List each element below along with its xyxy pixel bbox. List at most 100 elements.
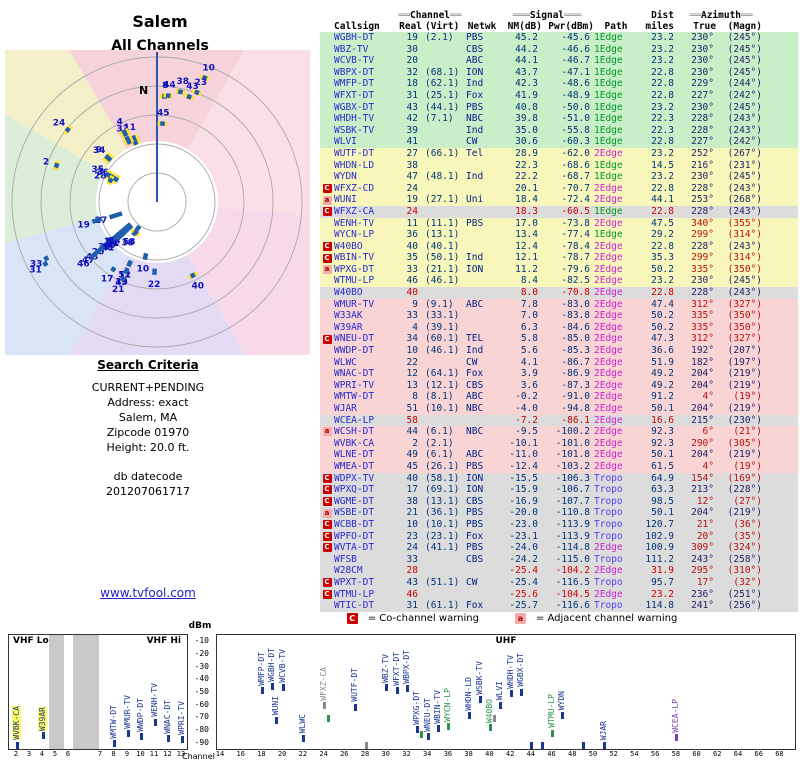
azimuth-magnetic: (314°) — [727, 252, 762, 264]
radar-station-bar — [130, 134, 139, 146]
pwr-dbm-value: -94.8 — [561, 403, 590, 414]
callsign-link[interactable]: WJAR — [334, 403, 357, 414]
callsign-link[interactable]: WCEA-LP — [334, 414, 375, 426]
callsign-link[interactable]: WMEA-DT — [334, 460, 375, 472]
radar-channel-label: 11 — [124, 123, 137, 133]
path-type: 1Edge — [594, 205, 623, 217]
virtual-channel — [422, 136, 464, 148]
callsign-link[interactable]: WMTW-DT — [334, 391, 375, 403]
channel-tick-label: 28 — [360, 750, 370, 758]
real-channel: 44 — [406, 426, 418, 438]
callsign-link[interactable]: WUTF-DT — [334, 147, 375, 159]
table-row: WMFP-DT 18 (62.1) Ind 42.3 -48.6 1Edge 22.8 229°… — [320, 78, 798, 90]
azimuth-true: 4° — [702, 460, 714, 472]
callsign-link[interactable]: WBIN-TV — [334, 252, 375, 264]
callsign-link[interactable]: WSBE-DT — [334, 507, 375, 519]
nm-db-value: 6.3 — [520, 321, 538, 333]
azimuth-magnetic: (244°) — [727, 78, 762, 90]
callsign-link[interactable]: WGME-DT — [334, 495, 375, 507]
azimuth-magnetic: (219°) — [727, 368, 762, 380]
warning-marker-cell — [320, 229, 334, 241]
callsign-link[interactable]: WBPX-DT — [334, 66, 375, 78]
callsign-link[interactable]: WSBK-TV — [334, 124, 375, 136]
callsign-link[interactable]: WWDP-DT — [334, 345, 375, 357]
radar-channel-label: 12 — [118, 271, 131, 281]
azimuth-magnetic: (219°) — [727, 449, 762, 461]
callsign-link[interactable]: WFXT-DT — [334, 89, 375, 101]
radar-chart: N193020321831434239412738472419113640353… — [0, 0, 373, 418]
real-channel: 46 — [406, 588, 418, 600]
callsign-link[interactable]: WFXZ-CD — [334, 182, 375, 194]
callsign-link[interactable]: WLNE-DT — [334, 449, 375, 461]
callsign-link[interactable]: WBZ-TV — [334, 43, 369, 55]
network: Ind — [466, 124, 484, 136]
distance-miles: 47.4 — [651, 298, 674, 310]
callsign-link[interactable]: WDPX-TV — [334, 472, 375, 484]
callsign-link[interactable]: WNAC-DT — [334, 368, 375, 380]
callsign-link[interactable]: WCVB-TV — [334, 55, 375, 67]
callsign-link[interactable]: WPXG-DT — [334, 263, 375, 275]
tvfool-link[interactable]: www.tvfool.com — [100, 586, 196, 600]
station-callsign-label: WJAR — [598, 720, 608, 741]
path-type: 2Edge — [594, 194, 623, 206]
callsign-link[interactable]: WMFP-DT — [334, 78, 375, 90]
callsign-link[interactable]: WCSH-DT — [334, 426, 375, 438]
virtual-channel: (10.1) — [425, 518, 460, 530]
callsign-link[interactable]: W28CM — [334, 565, 363, 577]
callsign-link[interactable]: WVBK-CA — [334, 437, 375, 449]
callsign-link[interactable]: WFSB — [334, 553, 357, 565]
channel-tick-label: 62 — [713, 750, 722, 758]
co-channel-warning-icon: C — [322, 520, 332, 530]
callsign-link[interactable]: WYDN — [334, 171, 357, 183]
callsign-link[interactable]: WENH-TV — [334, 217, 375, 229]
callsign-link[interactable]: WUNI — [334, 194, 357, 206]
station-signal-bar — [167, 735, 170, 743]
callsign-link[interactable]: WLWC — [334, 356, 357, 368]
radar-channel-label: 10 — [202, 63, 215, 73]
virtual-channel: (40.1) — [425, 240, 460, 252]
station-signal-bar — [364, 741, 368, 749]
callsign-link[interactable]: WMUR-TV — [334, 298, 375, 310]
callsign-link[interactable]: WGBX-DT — [334, 101, 375, 113]
distance-miles: 92.3 — [651, 426, 674, 438]
callsign-link[interactable]: WGBH-DT — [334, 32, 375, 43]
station-callsign-label: WPXG-DT — [412, 690, 422, 725]
callsign-link[interactable]: WTMU-LP — [334, 275, 375, 287]
table-row: WCVB-TV 20 ABC 44.1 -46.7 1Edge 23.2 230° (245°) — [320, 55, 798, 67]
callsign-link[interactable]: WVTA-DT — [334, 542, 375, 554]
callsign-link[interactable]: WHDN-LD — [334, 159, 375, 171]
callsign-link[interactable]: WFXZ-CA — [334, 205, 375, 217]
callsign-link[interactable]: WLVI — [334, 136, 357, 148]
callsign-link[interactable]: W39AR — [334, 321, 363, 333]
real-channel: 19 — [406, 32, 418, 43]
callsign-link[interactable]: WYCN-LP — [334, 229, 375, 241]
virtual-channel: (2.1) — [425, 437, 454, 449]
callsign-link[interactable]: W40BO — [334, 240, 363, 252]
station-callsign-label: WUTF-DT — [350, 668, 360, 703]
virtual-channel: (36.1) — [425, 507, 460, 519]
warning-marker-cell: a — [320, 426, 334, 438]
callsign-link[interactable]: WPFO-DT — [334, 530, 375, 542]
table-row: C WCBB-DT 10 (10.1) PBS -23.0 -113.9 Tropo 120.7… — [320, 518, 798, 531]
path-type: 2Edge — [594, 588, 623, 600]
callsign-link[interactable]: WNEU-DT — [334, 333, 375, 345]
real-channel: 33 — [406, 310, 418, 322]
callsign-link[interactable]: W33AK — [334, 310, 363, 322]
callsign-link[interactable]: WPXQ-DT — [334, 484, 375, 496]
network: TEL — [466, 333, 484, 345]
callsign-link[interactable]: WTMU-LP — [334, 588, 375, 600]
radar-channel-label: 9 — [96, 146, 102, 156]
callsign-link[interactable]: W40BO — [334, 287, 363, 299]
table-row: WMUR-TV 9 (9.1) ABC 7.8 -83.0 2Edge 47.4 312° (32… — [320, 298, 798, 311]
azimuth-magnetic: (219°) — [727, 507, 762, 519]
callsign-link[interactable]: WPXT-DT — [334, 576, 375, 588]
callsign-link[interactable]: WPRI-TV — [334, 379, 375, 391]
path-type: 1Edge — [594, 229, 623, 241]
station-callsign-label: WGBH-DT — [267, 647, 277, 682]
callsign-link[interactable]: WHDH-TV — [334, 113, 375, 125]
azimuth-true: 204° — [691, 368, 714, 380]
callsign-link[interactable]: WCBB-DT — [334, 518, 375, 530]
nm-db-value: 11.2 — [515, 263, 538, 275]
co-channel-warning-icon: C — [322, 485, 332, 495]
callsign-link[interactable]: WTIC-DT — [334, 600, 375, 612]
